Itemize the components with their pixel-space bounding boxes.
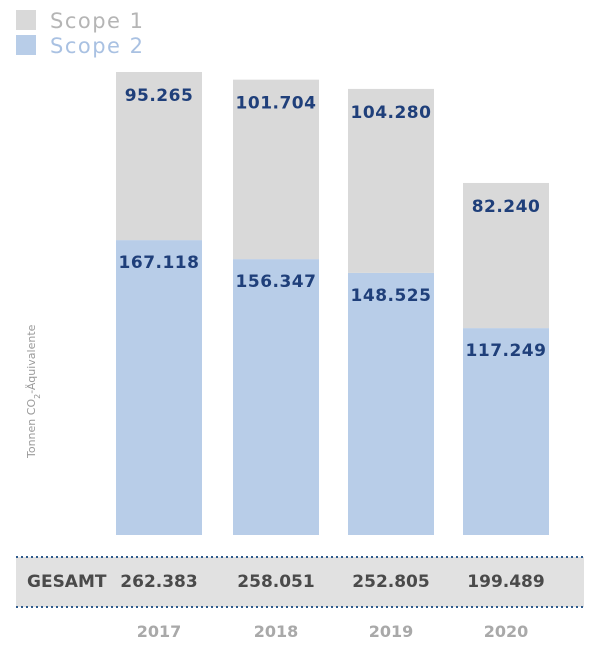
y-axis-label-rest: -Äquivalente xyxy=(25,324,38,393)
y-axis-label: Tonnen CO2-Äquivalente xyxy=(25,324,42,459)
legend-swatch-scope-1 xyxy=(16,10,36,30)
totals-values-group: 262.383 258.051 252.805 199.489 xyxy=(120,572,544,592)
year-label-2018: 2018 xyxy=(254,622,299,641)
legend: Scope 1 Scope 2 xyxy=(16,9,145,58)
value-label-scope-1-2018: 101.704 xyxy=(236,94,317,114)
bar-scope-1-2018 xyxy=(233,79,319,260)
year-labels-group: 2017 2018 2019 2020 xyxy=(137,622,529,641)
bar-scope-2-2019 xyxy=(348,272,434,535)
total-value-2019: 252.805 xyxy=(352,572,429,592)
y-axis-label-main: Tonnen CO xyxy=(25,399,38,459)
bars-group: 95.265 167.118 101.704 156.347 104.280 148.52… xyxy=(116,72,549,535)
totals-label: GESAMT xyxy=(27,572,107,592)
bar-scope-1-2020 xyxy=(463,182,549,329)
year-label-2017: 2017 xyxy=(137,622,182,641)
total-value-2020: 199.489 xyxy=(467,572,544,592)
year-label-2019: 2019 xyxy=(369,622,414,641)
total-value-2018: 258.051 xyxy=(237,572,314,592)
total-value-2017: 262.383 xyxy=(120,572,197,592)
value-label-scope-2-2019: 148.525 xyxy=(351,286,432,306)
totals-band-background xyxy=(16,557,584,607)
legend-label-scope-2: Scope 2 xyxy=(50,34,145,58)
value-label-scope-2-2020: 117.249 xyxy=(466,341,547,361)
value-label-scope-2-2017: 167.118 xyxy=(119,253,200,273)
legend-swatch-scope-2 xyxy=(16,35,36,55)
value-label-scope-2-2018: 156.347 xyxy=(236,272,317,292)
bar-scope-2-2020 xyxy=(463,328,549,535)
y-axis-label-subscript: 2 xyxy=(33,394,42,399)
bar-scope-2-2018 xyxy=(233,259,319,535)
totals-band: GESAMT 262.383 258.051 252.805 199.489 xyxy=(16,556,584,608)
value-label-scope-1-2019: 104.280 xyxy=(351,103,432,123)
value-label-scope-1-2017: 95.265 xyxy=(125,86,194,106)
value-label-scope-1-2020: 82.240 xyxy=(472,197,541,217)
legend-label-scope-1: Scope 1 xyxy=(50,9,145,33)
bar-scope-2-2017 xyxy=(116,240,202,535)
bar-scope-1-2017 xyxy=(116,72,202,241)
bar-scope-1-2019 xyxy=(348,88,434,273)
year-label-2020: 2020 xyxy=(484,622,529,641)
